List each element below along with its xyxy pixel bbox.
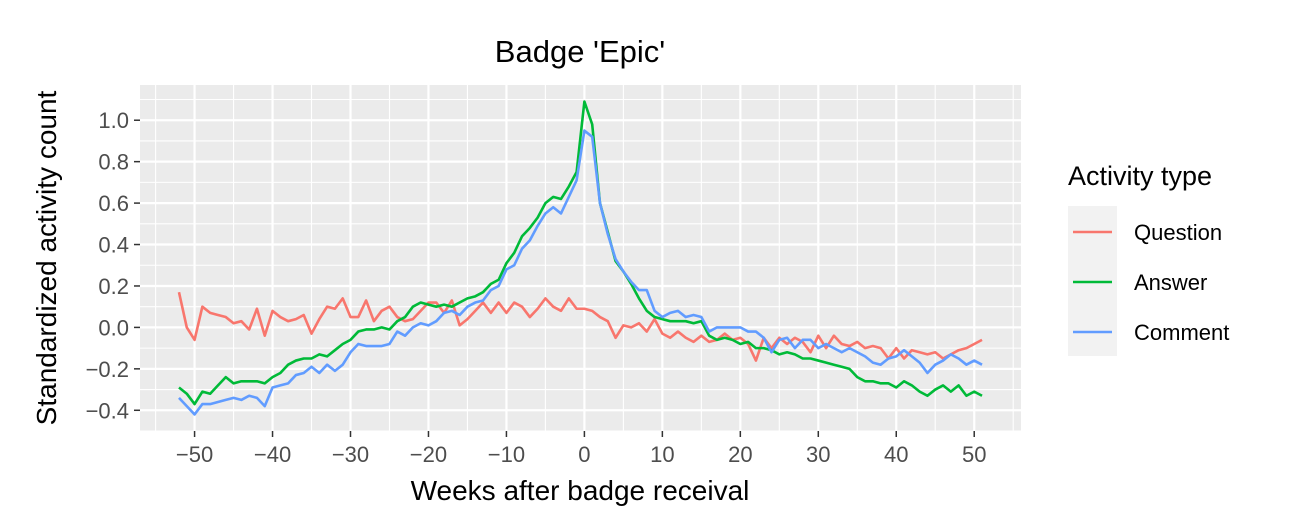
x-tick-label: 30 <box>806 442 830 467</box>
x-axis-title: Weeks after badge receival <box>411 475 750 506</box>
y-tick-label: 1.0 <box>98 108 129 133</box>
x-tick-label: −10 <box>488 442 525 467</box>
x-tick-label: −30 <box>332 442 369 467</box>
y-tick-label: 0.0 <box>98 315 129 340</box>
x-tick-label: −50 <box>176 442 213 467</box>
y-axis-title: Standardized activity count <box>31 90 62 425</box>
x-tick-label: −20 <box>410 442 447 467</box>
y-tick-label: −0.2 <box>86 357 129 382</box>
y-tick-label: 0.8 <box>98 150 129 175</box>
x-tick-label: 10 <box>650 442 674 467</box>
legend-title: Activity type <box>1068 161 1212 191</box>
legend-label-answer: Answer <box>1134 270 1207 295</box>
series-line-question <box>177 291 983 362</box>
x-tick-label: 0 <box>578 442 590 467</box>
chart-title: Badge 'Epic' <box>495 34 665 69</box>
x-tick-label: −40 <box>254 442 291 467</box>
series-line-comment <box>178 129 983 416</box>
legend: Activity type Question Answer Comment <box>1068 161 1229 356</box>
x-axis: −50 −40 −30 −20 −10 0 10 20 30 40 50 <box>176 431 986 467</box>
grid-major <box>140 85 1021 431</box>
y-tick-label: −0.4 <box>86 398 129 423</box>
y-tick-label: 0.2 <box>98 274 129 299</box>
x-tick-label: 20 <box>728 442 752 467</box>
y-tick-label: 0.6 <box>98 191 129 216</box>
legend-items: Question Answer Comment <box>1073 220 1229 345</box>
legend-label-question: Question <box>1134 220 1222 245</box>
y-axis: −0.4 −0.2 0.0 0.2 0.4 0.6 0.8 1.0 <box>86 108 140 423</box>
y-tick-label: 0.4 <box>98 233 129 258</box>
x-tick-label: 40 <box>884 442 908 467</box>
grid-minor <box>140 85 1021 432</box>
x-tick-label: 50 <box>962 442 986 467</box>
series-line-answer <box>178 100 983 406</box>
legend-label-comment: Comment <box>1134 320 1229 345</box>
series-lines <box>177 100 983 416</box>
